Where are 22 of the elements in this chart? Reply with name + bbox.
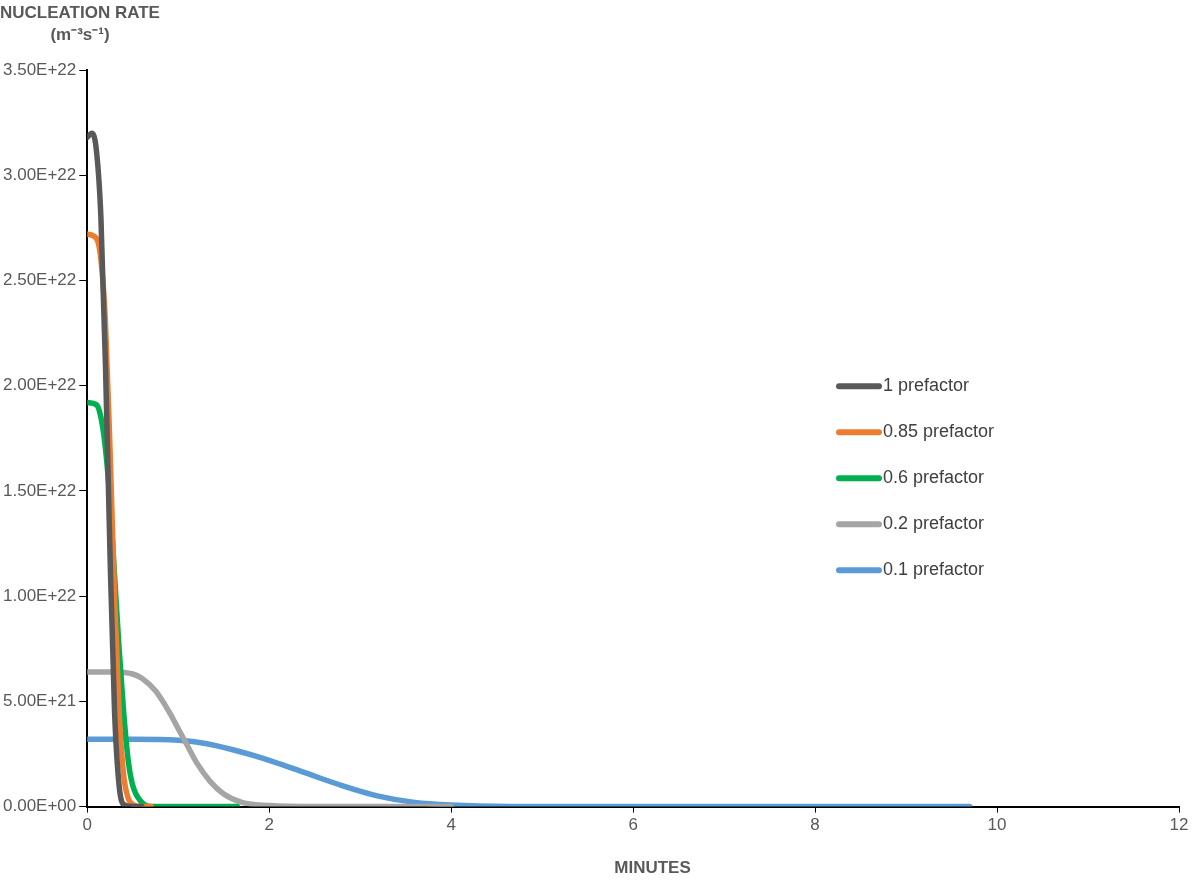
x-tick-label: 10	[987, 815, 1007, 835]
y-tick-label: 3.00E+22	[3, 164, 77, 184]
y-tick-label: 1.50E+22	[3, 480, 77, 500]
legend-label: 0.1 prefactor	[883, 559, 985, 580]
x-tick-label: 2	[264, 815, 274, 835]
x-tick-label: 8	[810, 815, 820, 835]
y-tick-label: 0.00E+00	[3, 796, 77, 816]
x-tick-label: 4	[446, 815, 456, 835]
x-tick-label: 12	[1169, 815, 1189, 835]
y-tick-label: 2.50E+22	[3, 270, 77, 290]
legend-label: 1 prefactor	[883, 375, 970, 396]
x-axis-title: MINUTES	[613, 858, 692, 878]
y-axis-title: NUCLEATION RATE (m⁻³s⁻¹)	[0, 2, 160, 46]
y-tick-label: 3.50E+22	[3, 59, 77, 79]
y-tick-label: 5.00E+21	[3, 691, 77, 711]
y-tick-label: 2.00E+22	[3, 375, 77, 395]
x-tick-label: 0	[82, 815, 92, 835]
legend-label: 0.2 prefactor	[883, 513, 985, 534]
legend-label: 0.85 prefactor	[883, 421, 995, 442]
y-tick-label: 1.00E+22	[3, 585, 77, 605]
x-tick-label: 6	[628, 815, 638, 835]
legend-label: 0.6 prefactor	[883, 467, 985, 488]
